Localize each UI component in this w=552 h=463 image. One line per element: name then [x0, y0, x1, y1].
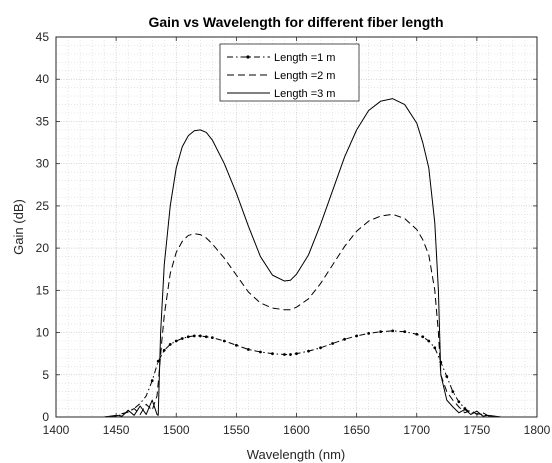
series-1-marker [222, 339, 226, 343]
chart-title: Gain vs Wavelength for different fiber l… [148, 14, 443, 30]
x-tick-label: 1650 [343, 423, 370, 437]
y-tick-label: 5 [42, 368, 49, 382]
legend-box [219, 43, 360, 102]
x-tick-label: 1400 [43, 423, 70, 437]
y-tick-label: 10 [36, 326, 50, 340]
series-1-marker [421, 335, 425, 339]
y-tick-labels: 0 5 10 15 20 25 30 35 40 45 [36, 30, 50, 424]
series-1-marker [319, 346, 322, 350]
series-1-marker [210, 336, 214, 340]
series-1-marker [307, 349, 310, 353]
series-1-marker [391, 329, 395, 333]
legend-label-1m: Length =1 m [274, 52, 335, 64]
series-1-marker [427, 339, 431, 343]
axis-tick-marks [55, 36, 538, 418]
series-1-marker [283, 353, 286, 356]
series-1-marker [180, 337, 184, 340]
y-tick-label: 35 [36, 114, 50, 128]
series-1-marker [343, 337, 346, 341]
series-1-marker [355, 334, 359, 338]
series-line-3 [56, 98, 537, 418]
y-tick-label: 0 [42, 410, 49, 424]
y-tick-label: 15 [36, 283, 50, 297]
y-tick-label: 20 [36, 241, 50, 255]
series-1-marker [192, 334, 196, 338]
legend: Length =1 m Length =2 m Length =3 m [219, 43, 360, 102]
series-1-marker [295, 352, 298, 356]
series-1-marker [204, 335, 208, 339]
y-axis-label: Gain (dB) [11, 199, 26, 255]
series-1-marker [367, 332, 371, 335]
y-tick-label: 40 [36, 72, 50, 86]
x-tick-label: 1750 [464, 423, 491, 437]
legend-label-3m: Length =3 m [274, 88, 335, 100]
series-1-marker [457, 400, 461, 404]
series-line-2 [56, 213, 537, 418]
series-1-marker [433, 346, 437, 350]
y-tick-label: 45 [36, 30, 50, 44]
series-layer [56, 98, 537, 418]
series-1-marker [234, 343, 238, 347]
series-1-marker [162, 348, 166, 352]
x-tick-label: 1450 [103, 423, 130, 437]
series-1-marker [156, 359, 160, 363]
series-1-marker [403, 330, 407, 334]
series-1-marker [271, 352, 274, 356]
series-1-marker [445, 375, 449, 378]
legend-label-2m: Length =2 m [274, 70, 335, 82]
series-1-marker [168, 342, 172, 346]
series-1-marker [415, 332, 419, 336]
series-1-marker [247, 348, 250, 351]
x-axis-label: Wavelength (nm) [247, 447, 346, 462]
series-1-marker [186, 335, 190, 339]
series-1-marker [451, 390, 455, 394]
series-1-marker [150, 379, 154, 383]
series-1-marker [289, 353, 292, 356]
x-tick-label: 1700 [403, 423, 430, 437]
legend-sample-marker [246, 55, 250, 59]
y-tick-label: 30 [36, 157, 50, 171]
x-tick-labels: 1400 1450 1500 1550 1600 1650 1700 1750 1800 [43, 423, 551, 437]
x-tick-label: 1600 [283, 423, 310, 437]
legend-samples [227, 55, 270, 94]
series-1-marker [331, 342, 334, 345]
x-tick-label: 1800 [524, 423, 551, 437]
series-1-marker [259, 350, 262, 354]
x-tick-label: 1500 [163, 423, 190, 437]
y-tick-label: 25 [36, 199, 50, 213]
series-1-marker [174, 339, 178, 343]
series-1-marker [379, 330, 383, 334]
series-1-marker [198, 334, 202, 338]
x-tick-label: 1550 [223, 423, 250, 437]
